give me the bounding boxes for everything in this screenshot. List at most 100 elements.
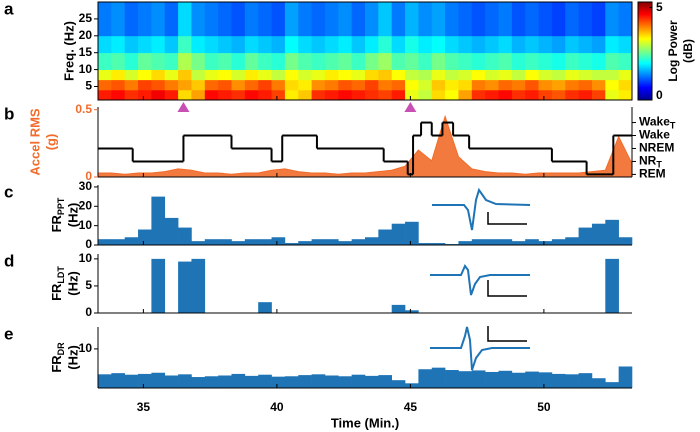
bar bbox=[218, 239, 232, 245]
heatmap-cell bbox=[244, 2, 259, 37]
heatmap-cell bbox=[458, 89, 473, 101]
heatmap-cell bbox=[111, 35, 126, 54]
scale-bar bbox=[487, 280, 527, 297]
heatmap-cell bbox=[164, 52, 179, 70]
heatmap-cell bbox=[271, 79, 286, 91]
heatmap-cell bbox=[124, 89, 139, 101]
bar bbox=[244, 239, 259, 245]
bar bbox=[164, 375, 179, 388]
heatmap-cell bbox=[178, 79, 192, 91]
heatmap-cell bbox=[445, 69, 459, 81]
heatmap-cell bbox=[284, 52, 299, 70]
bar bbox=[565, 374, 579, 388]
bar bbox=[485, 371, 499, 388]
heatmap-cell bbox=[445, 89, 459, 101]
heatmap-cell bbox=[565, 89, 579, 101]
bar bbox=[618, 237, 633, 245]
x-tick-label: 50 bbox=[537, 400, 551, 414]
heatmap-cell bbox=[351, 2, 366, 37]
bar bbox=[98, 239, 112, 245]
bar bbox=[338, 376, 352, 388]
inset-ppt bbox=[432, 187, 531, 231]
heatmap-cell bbox=[591, 69, 606, 81]
heatmap-cell bbox=[458, 2, 473, 37]
y2-tick-label: Wake bbox=[639, 128, 670, 142]
y-tick-label: 30 bbox=[79, 179, 93, 193]
bar bbox=[178, 374, 192, 388]
heatmap-cell bbox=[365, 52, 379, 70]
y-tick-label: 10 bbox=[79, 251, 93, 265]
bar bbox=[191, 258, 206, 313]
y2-tick-sub: T bbox=[656, 160, 662, 170]
waveform bbox=[430, 264, 530, 296]
heatmap-cell bbox=[418, 35, 433, 54]
heatmap-cell bbox=[124, 35, 139, 54]
heatmap-cell bbox=[485, 79, 499, 91]
heatmap-cell bbox=[431, 69, 446, 81]
heatmap-cell bbox=[178, 2, 192, 37]
scale-bar bbox=[487, 326, 527, 342]
heatmap-cell bbox=[231, 69, 246, 81]
event-marker bbox=[177, 102, 190, 112]
y-label-sub: DR bbox=[56, 342, 66, 355]
heatmap-cell bbox=[471, 69, 486, 81]
heatmap-cell bbox=[365, 2, 379, 37]
y-axis-unit: (Hz) bbox=[65, 271, 80, 296]
heatmap-cell bbox=[324, 89, 339, 101]
heatmap-cell bbox=[578, 52, 593, 70]
y2-tick-label: WakeT bbox=[639, 115, 676, 131]
heatmap-cell bbox=[191, 52, 206, 70]
heatmap-cell bbox=[485, 69, 499, 81]
heatmap-cell bbox=[271, 2, 286, 37]
colorbar-label: (dB) bbox=[681, 39, 695, 63]
y-tick-label: 10 bbox=[79, 341, 93, 355]
colorbar-label: Log Power bbox=[666, 20, 680, 82]
heatmap-cell bbox=[271, 52, 286, 70]
heatmap-cell bbox=[458, 52, 473, 70]
heatmap-cell bbox=[525, 52, 539, 70]
bar bbox=[605, 258, 619, 313]
y2-tick-text: Wake bbox=[639, 115, 670, 129]
bar bbox=[164, 217, 179, 245]
bar bbox=[365, 237, 379, 245]
heatmap-cell bbox=[471, 35, 486, 54]
heatmap-cell bbox=[578, 69, 593, 81]
heatmap-cell bbox=[338, 89, 353, 101]
heatmap-cell bbox=[191, 79, 206, 91]
bar bbox=[151, 372, 166, 388]
y-label-sub: PPT bbox=[56, 197, 66, 215]
heatmap-cell bbox=[498, 2, 513, 37]
heatmap-cell bbox=[164, 35, 179, 54]
bar bbox=[525, 239, 539, 245]
bar bbox=[244, 375, 259, 388]
heatmap-cell bbox=[218, 35, 232, 54]
y-tick-label: 20 bbox=[79, 198, 93, 212]
heatmap-cell bbox=[391, 69, 406, 81]
bar bbox=[311, 374, 326, 388]
bar bbox=[231, 241, 246, 245]
bar bbox=[151, 196, 166, 245]
heatmap-cell bbox=[338, 2, 353, 37]
bar bbox=[458, 241, 473, 245]
bar bbox=[298, 375, 312, 388]
heatmap-cell bbox=[551, 52, 566, 70]
heatmap-cell bbox=[471, 89, 486, 101]
heatmap-cell bbox=[111, 52, 126, 70]
heatmap-cell bbox=[178, 69, 192, 81]
heatmap-cell bbox=[458, 79, 473, 91]
heatmap-cell bbox=[618, 69, 633, 81]
bar bbox=[578, 373, 593, 388]
heatmap-cell bbox=[365, 69, 379, 81]
heatmap-cell bbox=[258, 69, 272, 81]
y-label-main: FR bbox=[49, 214, 64, 232]
heatmap-cell bbox=[204, 79, 219, 91]
heatmap-cell bbox=[178, 35, 192, 54]
heatmap-cell bbox=[405, 79, 419, 91]
bar bbox=[498, 370, 513, 388]
heatmap-cell bbox=[111, 2, 126, 37]
heatmap-cell bbox=[485, 2, 499, 37]
heatmap-cell bbox=[418, 89, 433, 101]
y-tick-label: 10 bbox=[79, 218, 93, 232]
heatmap-cell bbox=[191, 89, 206, 101]
bar bbox=[258, 239, 272, 245]
